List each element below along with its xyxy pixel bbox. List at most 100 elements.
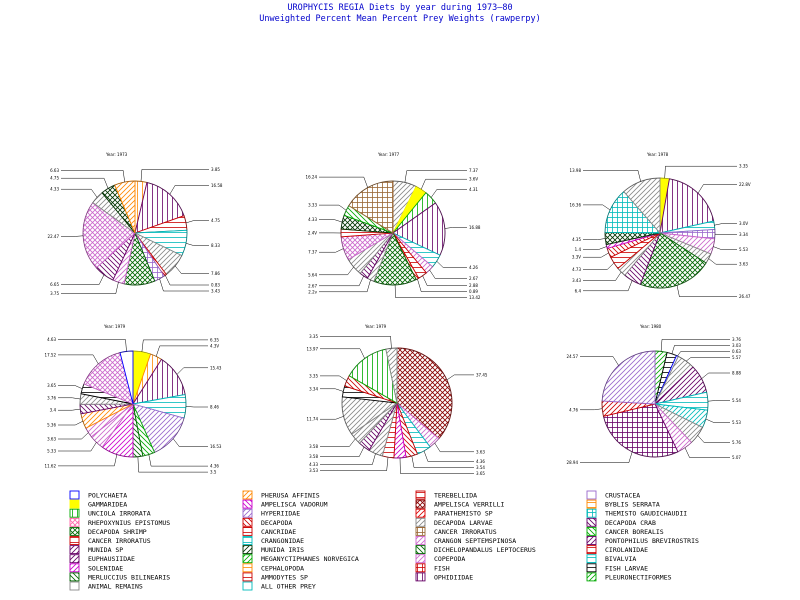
pie-slice-label: 4.3V bbox=[210, 343, 219, 348]
pie-leader-line bbox=[697, 184, 737, 194]
legend-label: CANCER IRRORATUS bbox=[88, 537, 151, 545]
pie-slice-label: 3.34 bbox=[309, 386, 318, 391]
pie-slice-label: 28.94 bbox=[567, 460, 579, 465]
legend-item: COPEPODA bbox=[415, 554, 465, 564]
pie-slice-label: 3.3V bbox=[572, 255, 581, 260]
pie-leader-line bbox=[320, 388, 344, 392]
legend-label: MUNIDA IRIS bbox=[261, 546, 304, 554]
pie-slice-label: 3.03 bbox=[732, 343, 741, 348]
pie-slice-label: 7.86 bbox=[211, 271, 220, 276]
legend-swatch bbox=[69, 508, 80, 518]
legend-swatch bbox=[69, 581, 80, 591]
pie-leader-line bbox=[58, 408, 81, 411]
pie-leader-line bbox=[58, 397, 81, 400]
pie-leader-line bbox=[61, 282, 119, 294]
pie-leader-line bbox=[583, 252, 609, 258]
pie-slice-label: 16.53 bbox=[210, 444, 222, 449]
pie-slice-label: 4.33 bbox=[308, 217, 317, 222]
pie-leader-line bbox=[319, 266, 354, 276]
pie-slice-label: 3.5 bbox=[210, 470, 217, 475]
legend-swatch bbox=[415, 490, 426, 500]
pie-slice-label: 3.85 bbox=[211, 167, 220, 172]
pie-slice-label: 3.53 bbox=[309, 468, 318, 473]
pie-leader-line bbox=[436, 261, 467, 268]
pie-leader-line bbox=[713, 246, 737, 250]
legend-label: DECAPODA SHRIMP bbox=[88, 528, 147, 536]
legend-item: BYBLIS SERRATA bbox=[586, 499, 660, 509]
legend-swatch bbox=[242, 581, 253, 591]
pie-slice-label: 37.45 bbox=[476, 372, 488, 377]
pie-slice-label: 2.67 bbox=[469, 276, 478, 281]
pie-leader-line bbox=[697, 435, 730, 443]
pie-slice-label: 2.67 bbox=[308, 283, 317, 288]
pie-leader-line bbox=[58, 442, 97, 452]
pie-slice-label: 16.58 bbox=[211, 183, 223, 188]
pie-leader-line bbox=[430, 189, 467, 198]
legend-swatch bbox=[586, 526, 597, 536]
pie-leader-line bbox=[320, 438, 356, 447]
pie-slice-label: 13.97 bbox=[307, 346, 319, 351]
pie-slice-label: 17.52 bbox=[45, 352, 57, 357]
pie-leader-line bbox=[140, 169, 209, 182]
pie-leader-line bbox=[660, 339, 730, 352]
legend-item: PHERUSA AFFINIS bbox=[242, 490, 320, 500]
legend-label: UNCIOLA IRRORATA bbox=[88, 510, 151, 518]
legend-swatch bbox=[242, 545, 253, 555]
pie-leader-line bbox=[708, 258, 737, 265]
pie-slice-label: 5.57 bbox=[732, 355, 741, 360]
pie-chart: Year: 1979 37.45 3.63 4.363.543.65 3.35 13.97… bbox=[307, 324, 488, 476]
legend-item: GAMMARIDEA bbox=[69, 499, 127, 509]
legend-swatch bbox=[415, 536, 426, 545]
pie-slice-label: 26.47 bbox=[739, 294, 751, 299]
pie-leader-line bbox=[319, 279, 371, 293]
pie-leader-line bbox=[684, 447, 730, 458]
pie-slice-label: 4.75 bbox=[211, 218, 220, 223]
legend-label: CEPHALOPODA bbox=[261, 564, 304, 572]
pie-leader-line bbox=[399, 457, 474, 474]
pie-slice-label: 3.43 bbox=[211, 289, 220, 294]
pie-leader-line bbox=[320, 446, 365, 457]
legend-item: CEPHALOPODA bbox=[242, 563, 304, 572]
legend-swatch bbox=[242, 490, 253, 500]
pie-leader-line bbox=[420, 178, 467, 190]
pie-outline bbox=[341, 347, 453, 459]
pie-slice-label: 22.8V bbox=[739, 182, 751, 187]
pie-leader-line bbox=[580, 408, 603, 411]
legend-label: BYBLIS SERRATA bbox=[605, 501, 660, 509]
legend-item: RHEPOXYNIUS EPISTOMUS bbox=[69, 517, 170, 527]
legend-swatch bbox=[69, 490, 80, 500]
legend-item: CANCER IRRORATUS bbox=[69, 536, 151, 545]
legend-label: AMMODYTES SP bbox=[261, 573, 308, 581]
pie-slice-label: 3.58 bbox=[309, 444, 318, 449]
legend-item: OPHIDIIDAE bbox=[415, 572, 473, 582]
legend-swatch bbox=[586, 508, 597, 518]
pie-slice-label: 2.4V bbox=[308, 230, 317, 235]
legend-swatch bbox=[415, 554, 426, 564]
legend-swatch bbox=[242, 508, 253, 518]
legend-swatch bbox=[69, 517, 80, 527]
pie-leader-line bbox=[422, 275, 467, 286]
pie-leader-line bbox=[411, 455, 474, 468]
chart-title: UROPHYCIS REGIA Diets by year during 197… bbox=[287, 3, 513, 13]
pie-leader-line bbox=[58, 420, 84, 426]
legend-item: HYPERIIDAE bbox=[242, 508, 300, 518]
legend-swatch bbox=[415, 572, 426, 582]
legend-swatch bbox=[415, 545, 426, 555]
legend-item: CRANGONIDAE bbox=[242, 536, 304, 545]
legend-label: MERLUCCIUS BILINEARIS bbox=[88, 573, 170, 581]
pie-leader-line bbox=[159, 278, 209, 292]
legend-item: MUNIDA SP bbox=[69, 545, 123, 554]
pie-slice bbox=[601, 350, 656, 405]
pie-slice-label: 0.89 bbox=[469, 289, 478, 294]
pie-slice-label: 3.76 bbox=[47, 395, 56, 400]
legend-item: CANCRIDAE bbox=[242, 526, 296, 536]
pie-slice-label: 4.63 bbox=[47, 337, 56, 342]
legend-item: CRANGON SEPTEMSPINOSA bbox=[415, 536, 516, 545]
pie-leader-line bbox=[169, 185, 209, 195]
legend-label: CANCER BOREALIS bbox=[605, 528, 664, 536]
pie-slice-label: 2.88 bbox=[469, 283, 478, 288]
pie-slice-label: 6.35 bbox=[210, 337, 219, 342]
pie-slice-label: 3.35 bbox=[309, 334, 318, 339]
legend-item: SOLENIDAE bbox=[69, 563, 123, 572]
legend-label: MUNIDA SP bbox=[88, 546, 123, 554]
